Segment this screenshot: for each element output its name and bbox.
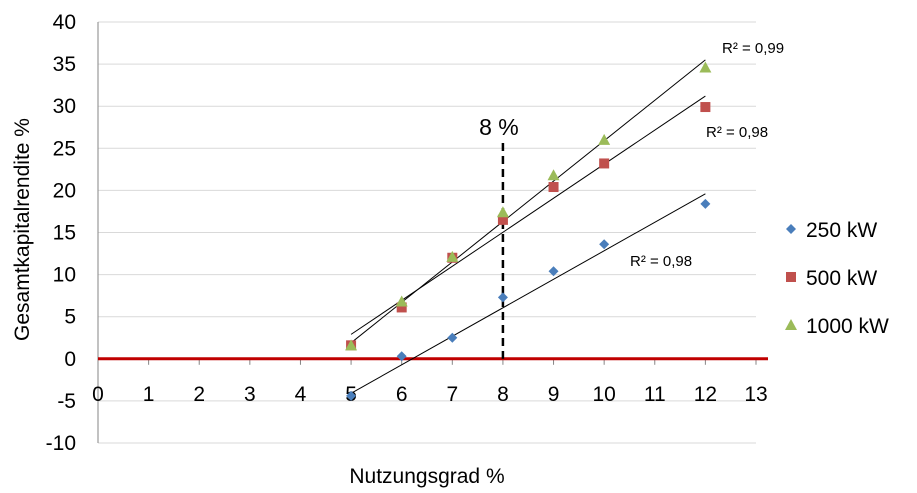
x-tick-label: 7: [446, 383, 458, 406]
x-tick-label: 13: [744, 383, 767, 406]
data-point-250-kw: [599, 239, 610, 250]
x-tick-label: 9: [548, 383, 560, 406]
x-tick-label: 6: [396, 383, 408, 406]
data-point-1000-kw: [547, 169, 560, 181]
data-point-1000-kw: [598, 133, 611, 145]
data-point-1000-kw: [345, 339, 358, 351]
x-tick-label: 0: [92, 383, 104, 406]
data-point-250-kw: [700, 198, 711, 209]
y-tick-label: 10: [53, 264, 76, 287]
gridlines: [98, 21, 756, 444]
trendline: [350, 193, 706, 394]
r-squared-label: R² = 0,98: [706, 124, 768, 141]
data-point-250-kw: [447, 332, 458, 343]
legend-label: 1000 kW: [806, 315, 889, 338]
reference-lines: [98, 143, 768, 361]
x-tick-label: 1: [143, 383, 155, 406]
y-tick-label: -5: [57, 390, 76, 413]
r-squared-label: R² = 0,98: [630, 253, 692, 270]
legend: 250 kW 500 kW 1000 kW: [785, 219, 889, 338]
data-points: [345, 61, 712, 401]
axes: -10-50510152025303540012345678910111213: [46, 11, 768, 455]
data-point-500-kw: [700, 102, 711, 113]
data-point-500-kw: [599, 158, 610, 169]
x-tick-label: 2: [193, 383, 205, 406]
reference-line-label: 8 %: [479, 114, 519, 140]
x-tick-label: 3: [244, 383, 256, 406]
y-tick-label: 5: [64, 306, 76, 329]
x-axis-label: Nutzungsgrad %: [349, 465, 504, 488]
legend-label: 500 kW: [806, 267, 877, 290]
data-point-1000-kw: [395, 295, 408, 307]
data-point-1000-kw: [496, 206, 509, 218]
x-tick-label: 10: [592, 383, 615, 406]
data-point-250-kw: [548, 266, 559, 277]
y-tick-label: -10: [46, 432, 76, 455]
x-tick-label: 12: [694, 383, 717, 406]
data-point-1000-kw: [446, 250, 459, 262]
data-point-500-kw: [497, 214, 508, 225]
data-point-250-kw: [346, 390, 357, 401]
y-axis-label: Gesamtkapitalrendite %: [11, 118, 34, 341]
y-tick-label: 40: [53, 11, 76, 34]
trendline: [350, 95, 706, 335]
legend-marker: [786, 224, 796, 234]
y-tick-label: 20: [53, 179, 76, 202]
y-tick-label: 35: [53, 53, 76, 76]
trendlines: [350, 59, 706, 394]
y-tick-label: 15: [53, 222, 76, 245]
x-tick-label: 4: [295, 383, 307, 406]
trendline: [350, 59, 706, 344]
data-point-250-kw: [396, 351, 407, 362]
y-tick-label: 25: [53, 137, 76, 160]
r-squared-label: R² = 0,99: [722, 40, 784, 57]
legend-marker: [785, 319, 797, 330]
legend-marker: [786, 272, 796, 282]
legend-label: 250 kW: [806, 219, 877, 242]
x-tick-label: 11: [644, 383, 666, 406]
y-tick-label: 0: [64, 348, 76, 371]
data-point-500-kw: [396, 302, 407, 313]
x-tick-label: 8: [497, 383, 509, 406]
chart-labels: Nutzungsgrad % Gesamtkapitalrendite % 8 % R…: [11, 40, 784, 488]
data-point-1000-kw: [699, 61, 712, 73]
data-point-500-kw: [548, 182, 559, 193]
data-point-250-kw: [497, 292, 508, 303]
y-tick-label: 30: [53, 95, 76, 118]
